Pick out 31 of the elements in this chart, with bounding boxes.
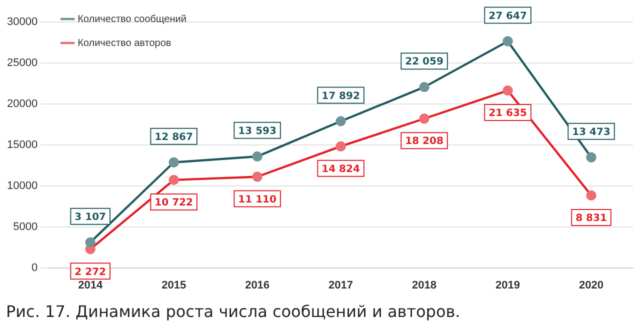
text: Рис. 17. Динамика роста числа сообщений и авторов. — [6, 302, 460, 321]
x-tick-label: 2017 — [328, 279, 354, 292]
data-label: 17 892 — [322, 90, 360, 102]
legend-label: Количество сообщений — [78, 14, 186, 25]
y-tick-label: 5000 — [13, 220, 38, 233]
data-label: 18 208 — [405, 136, 444, 148]
x-tick-label: 2016 — [245, 279, 270, 292]
data-label: 8 831 — [576, 213, 607, 224]
x-tick-label: 2014 — [78, 279, 104, 292]
legend-label: Количество авторов — [78, 38, 172, 49]
x-tick-label: 2018 — [412, 279, 437, 292]
data-label: 3 107 — [74, 212, 106, 223]
data-label: 13 593 — [238, 126, 276, 138]
data-label: 10 722 — [154, 198, 193, 209]
x-tick-label: 2020 — [579, 279, 604, 292]
x-tick-label: 2015 — [162, 279, 186, 292]
data-label: 13 473 — [572, 127, 610, 138]
data-label: 12 867 — [154, 132, 193, 143]
y-tick-label: 15000 — [6, 138, 38, 151]
y-tick-label: 25000 — [6, 57, 38, 69]
data-label: 21 635 — [488, 108, 527, 120]
data-label: 27 647 — [488, 10, 527, 22]
data-label: 11 110 — [238, 194, 276, 206]
x-tick-label: 2019 — [496, 279, 520, 292]
data-label: 22 059 — [405, 56, 444, 68]
y-tick-label: 10000 — [6, 180, 38, 192]
y-tick-label: 30000 — [6, 16, 38, 28]
y-tick-label: 20000 — [6, 98, 38, 110]
y-tick-label: 0 — [31, 262, 38, 274]
data-label: 14 824 — [322, 164, 360, 175]
data-label: 2 272 — [74, 266, 106, 278]
